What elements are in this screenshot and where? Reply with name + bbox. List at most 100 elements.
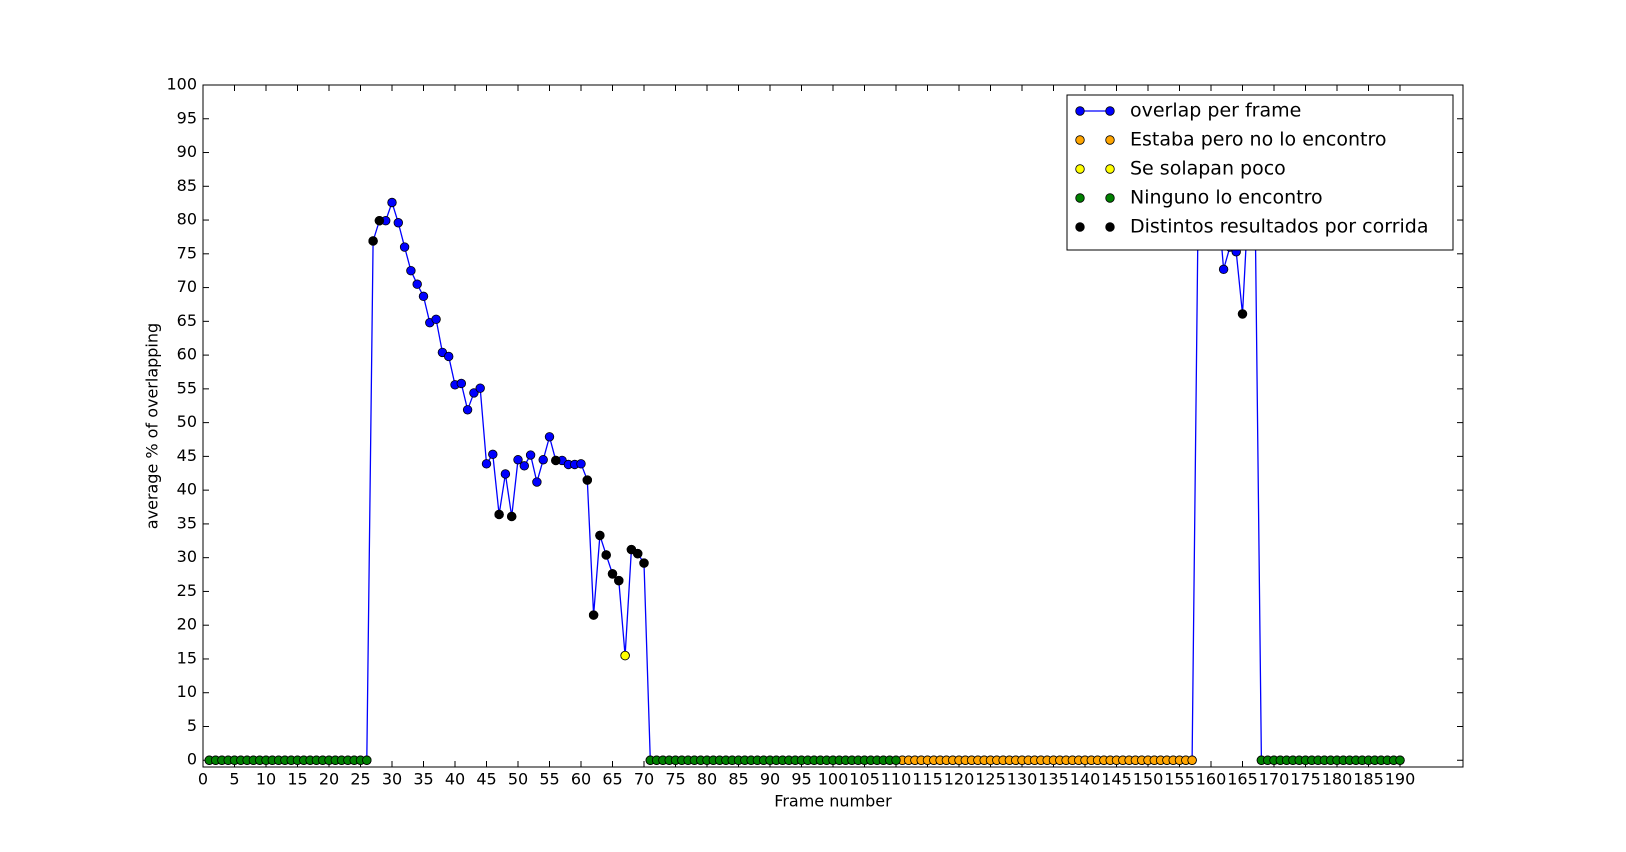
y-tick-label: 80 xyxy=(177,210,197,229)
point xyxy=(551,455,561,466)
y-tick-label: 55 xyxy=(177,378,197,397)
y-tick-label: 50 xyxy=(177,412,197,431)
y-tick-label: 40 xyxy=(177,480,197,499)
point xyxy=(614,575,624,586)
x-tick-label: 70 xyxy=(634,770,654,789)
point xyxy=(620,650,630,661)
y-tick-label: 5 xyxy=(187,716,197,735)
point xyxy=(362,755,372,765)
point xyxy=(576,459,586,469)
y-tick-label: 25 xyxy=(177,581,197,600)
x-tick-label: 35 xyxy=(413,770,433,789)
plot-frame xyxy=(202,84,1464,768)
point xyxy=(406,265,416,276)
legend-marker xyxy=(1105,222,1115,232)
point xyxy=(393,218,404,228)
point xyxy=(418,291,429,302)
point xyxy=(1395,755,1405,765)
x-tick-label: 80 xyxy=(697,770,717,789)
point xyxy=(588,610,599,620)
x-tick-label: 40 xyxy=(445,770,465,789)
legend-label: Ninguno lo encontro xyxy=(1130,187,1323,209)
y-tick-label: 0 xyxy=(187,750,197,769)
legend-marker xyxy=(1105,135,1115,145)
point xyxy=(633,548,643,559)
point xyxy=(412,279,422,289)
legend-label: Distintos resultados por corrida xyxy=(1130,216,1429,238)
x-tick-label: 150 xyxy=(1133,770,1164,789)
point xyxy=(462,405,473,415)
legend-marker xyxy=(1105,164,1115,174)
x-tick-label: 170 xyxy=(1259,770,1290,789)
point xyxy=(481,459,492,469)
x-tick-label: 55 xyxy=(539,770,559,789)
x-tick-label: 90 xyxy=(760,770,780,789)
legend-marker xyxy=(1105,193,1115,203)
y-tick-label: 35 xyxy=(177,513,197,532)
series-line xyxy=(209,164,1400,761)
legend-marker xyxy=(1075,193,1085,203)
point xyxy=(475,383,485,393)
y-tick-label: 75 xyxy=(177,243,197,262)
point xyxy=(607,569,618,579)
point xyxy=(532,477,542,487)
x-tick-label: 50 xyxy=(508,770,528,789)
point xyxy=(595,530,605,541)
x-tick-label: 45 xyxy=(476,770,496,789)
point xyxy=(891,755,901,765)
x-tick-label: 120 xyxy=(944,770,975,789)
legend-marker xyxy=(1105,106,1115,116)
x-tick-label: 185 xyxy=(1353,770,1384,789)
x-tick-label: 0 xyxy=(198,770,208,789)
x-tick-label: 140 xyxy=(1070,770,1101,789)
x-tick-label: 60 xyxy=(571,770,591,789)
x-tick-label: 180 xyxy=(1322,770,1353,789)
x-tick-label: 65 xyxy=(602,770,622,789)
y-tick-label: 45 xyxy=(177,446,197,465)
y-tick-label: 90 xyxy=(177,142,197,161)
y-tick-label: 100 xyxy=(166,75,197,94)
point xyxy=(500,469,511,479)
y-axis-label: average % of overlapping xyxy=(143,323,162,529)
y-tick-label: 95 xyxy=(177,108,197,127)
point xyxy=(494,509,504,520)
legend-label: overlap per frame xyxy=(1130,100,1301,122)
x-tick-label: 145 xyxy=(1101,770,1132,789)
point xyxy=(538,455,548,465)
x-tick-label: 115 xyxy=(912,770,943,789)
x-tick-label: 155 xyxy=(1164,770,1195,789)
y-tick-label: 70 xyxy=(177,277,197,296)
point xyxy=(639,558,649,568)
point xyxy=(582,475,593,485)
x-tick-label: 75 xyxy=(665,770,685,789)
x-tick-label: 105 xyxy=(849,770,880,789)
x-tick-label: 125 xyxy=(975,770,1006,789)
point xyxy=(431,314,441,325)
x-tick-label: 25 xyxy=(350,770,370,789)
x-tick-label: 95 xyxy=(791,770,811,789)
x-tick-label: 100 xyxy=(818,770,849,789)
point xyxy=(525,450,536,460)
point xyxy=(444,351,454,362)
legend-box xyxy=(1066,94,1454,251)
y-tick-label: 20 xyxy=(177,615,197,634)
point xyxy=(456,378,467,389)
x-tick-label: 5 xyxy=(229,770,239,789)
x-tick-label: 175 xyxy=(1290,770,1321,789)
legend-label: Se solapan poco xyxy=(1130,158,1286,180)
x-tick-label: 10 xyxy=(256,770,276,789)
legend-marker xyxy=(1075,106,1085,116)
x-axis-label: Frame number xyxy=(774,792,892,811)
legend-marker xyxy=(1075,222,1085,232)
x-tick-label: 130 xyxy=(1007,770,1038,789)
point xyxy=(374,216,385,226)
point xyxy=(601,550,611,560)
x-tick-label: 110 xyxy=(881,770,912,789)
point xyxy=(507,511,517,522)
point xyxy=(1237,309,1248,319)
x-tick-label: 15 xyxy=(287,770,307,789)
point xyxy=(387,197,397,208)
point xyxy=(519,461,530,471)
legend-marker xyxy=(1075,135,1085,145)
